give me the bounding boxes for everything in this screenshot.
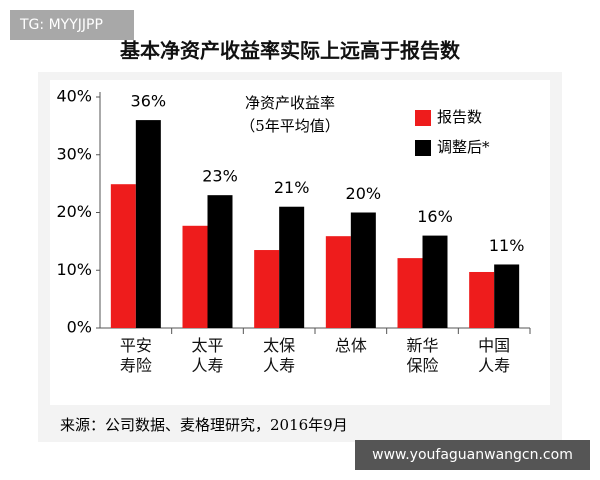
bar	[182, 225, 208, 328]
bar	[254, 250, 280, 328]
x-tick-label: 太保人寿	[263, 336, 296, 375]
bar	[350, 212, 376, 328]
value-label: 11%	[489, 236, 525, 255]
y-tick-label: 30%	[56, 144, 92, 163]
value-label: 21%	[274, 178, 310, 197]
source: 来源：公司数据、麦格理研究，2016年9月	[60, 416, 348, 434]
bar	[422, 235, 448, 328]
y-tick-label: 20%	[56, 202, 92, 221]
value-label: 23%	[202, 167, 238, 186]
legend-swatch	[415, 110, 431, 126]
watermark: TG: MYYJJPP	[10, 10, 134, 40]
bar	[207, 195, 233, 328]
bar	[325, 236, 351, 328]
bar	[397, 258, 423, 328]
annotation: 净资产收益率	[245, 94, 335, 112]
value-label: 16%	[417, 207, 453, 226]
site-watermark: www.youfaguanwangcn.com	[355, 440, 590, 470]
bar	[469, 271, 495, 328]
bar	[279, 206, 305, 328]
y-tick-label: 0%	[67, 318, 92, 337]
x-tick-label: 中国人寿	[478, 336, 511, 375]
x-tick-label: 太平人寿	[191, 336, 224, 375]
bar	[494, 264, 520, 328]
x-tick-label: 总体	[334, 336, 367, 355]
x-tick-label: 平安寿险	[119, 336, 152, 375]
y-tick-label: 40%	[56, 87, 92, 106]
legend-label: 调整后*	[437, 138, 490, 156]
value-label: 36%	[131, 92, 167, 111]
bar	[135, 120, 161, 328]
legend-swatch	[415, 140, 431, 156]
x-tick-label: 新华保险	[406, 336, 439, 375]
bar	[110, 184, 136, 328]
chart-title: 基本净资产收益率实际上远高于报告数	[120, 39, 461, 63]
legend-label: 报告数	[437, 108, 482, 126]
y-tick-label: 10%	[56, 260, 92, 279]
annotation: （5年平均值）	[240, 117, 340, 135]
value-label: 20%	[346, 184, 382, 203]
